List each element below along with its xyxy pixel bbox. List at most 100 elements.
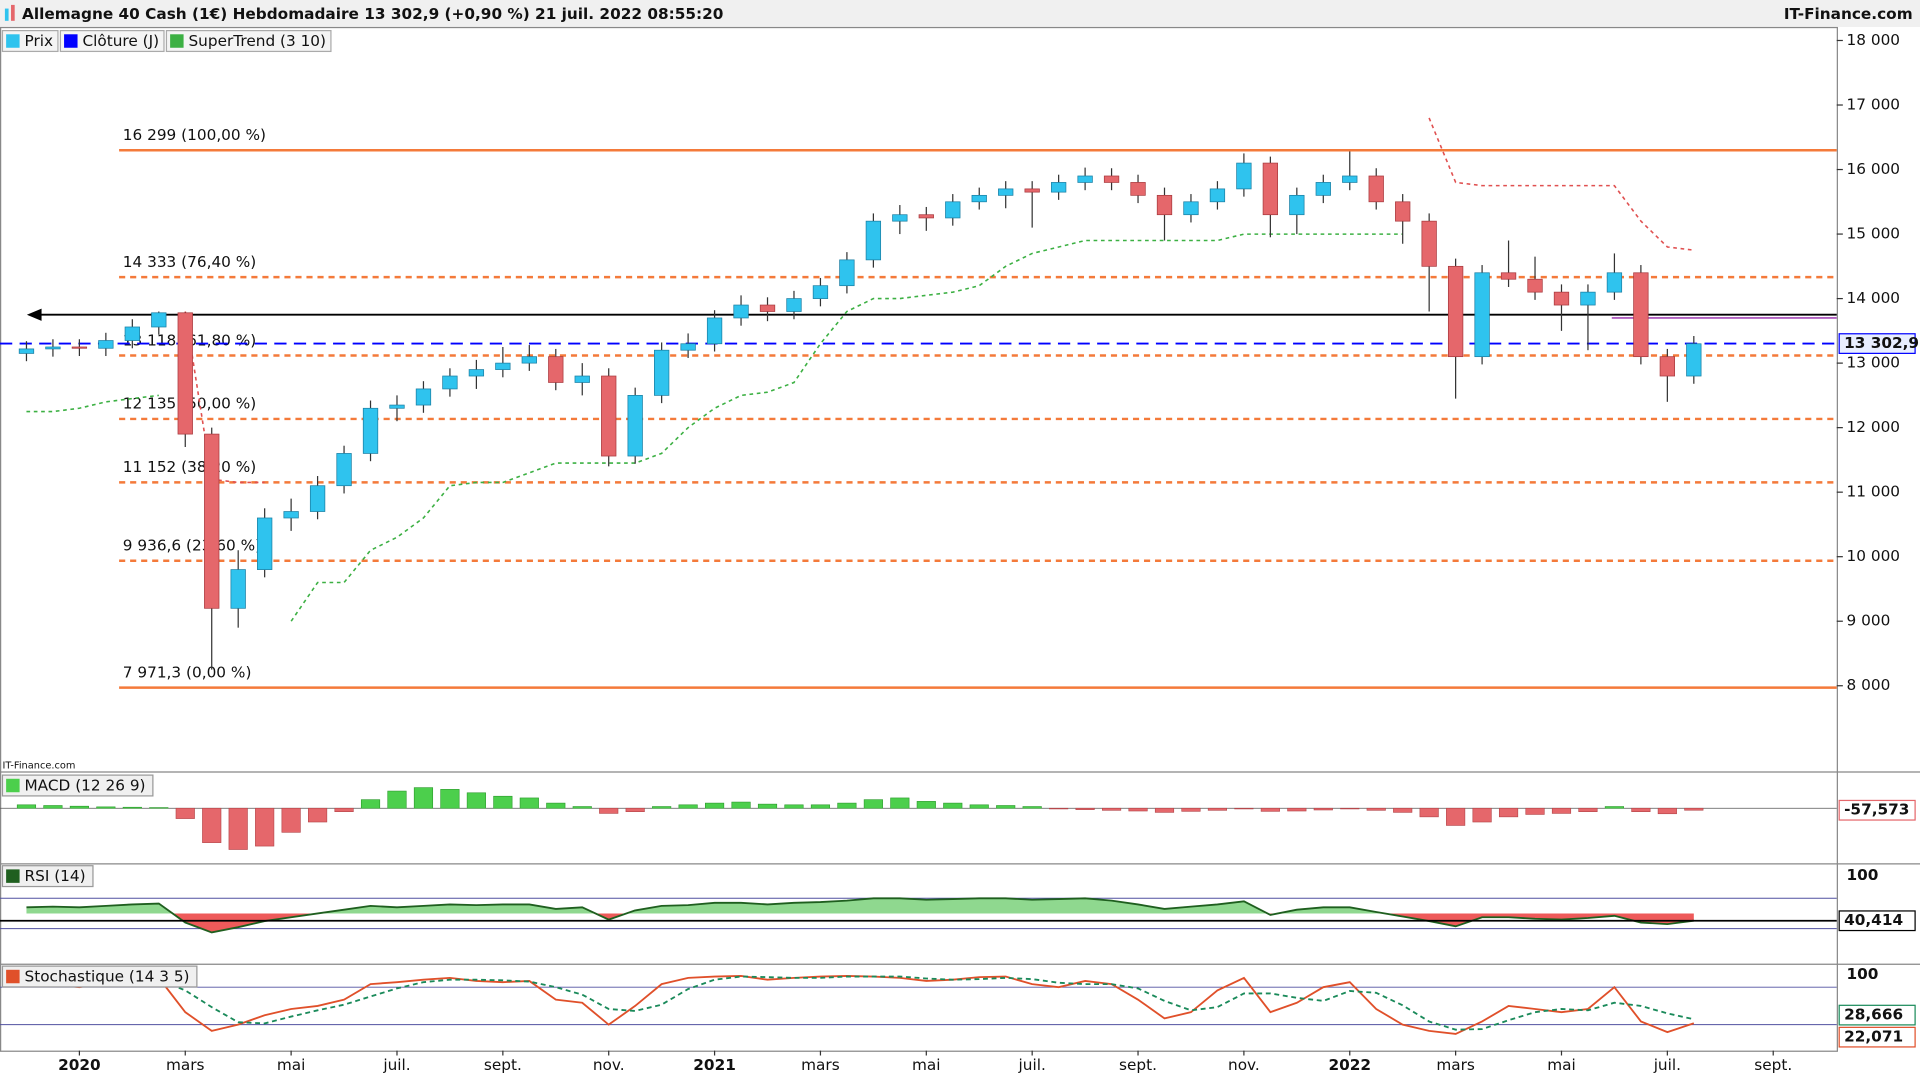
histogram-bar: [308, 807, 328, 823]
candle-body: [627, 395, 643, 457]
chart-title: Allemagne 40 Cash (1€) Hebdomadaire 13 3…: [22, 5, 723, 23]
x-tick-label: mars: [1436, 1056, 1475, 1074]
candle-body: [1580, 291, 1596, 306]
x-tick-label: sept.: [1754, 1056, 1792, 1074]
histogram-bar: [1446, 807, 1466, 826]
histogram-bar: [757, 803, 778, 809]
y-tick-label: 18 000: [1847, 31, 1901, 49]
histogram-bar: [1181, 807, 1201, 812]
indicator-line: [26, 975, 1695, 1031]
histogram-bar: [1657, 807, 1677, 815]
histogram-bar: [546, 802, 566, 809]
fib-label: 14 333 (76,40 %): [123, 253, 257, 271]
fib-label: 7 971,3 (0,00 %): [123, 663, 252, 681]
candle-body: [98, 340, 114, 349]
candle-body: [1553, 291, 1570, 306]
candle-body: [1024, 188, 1040, 193]
candle-body: [468, 369, 485, 377]
source: IT-Finance.com: [1784, 5, 1913, 23]
histogram-bar: [255, 807, 275, 847]
candle-body: [415, 388, 432, 406]
candle-body: [812, 285, 829, 299]
histogram-bar: [1684, 807, 1704, 811]
candle-body: [1686, 343, 1702, 377]
x-tick-label: nov.: [1228, 1056, 1260, 1074]
panel-title: MACD (12 26 9): [24, 777, 145, 795]
histogram-bar: [16, 804, 37, 809]
candle-body: [865, 220, 882, 261]
value-label: -57,573: [1844, 801, 1909, 819]
legend-box: [59, 30, 165, 53]
histogram-bar: [996, 805, 1016, 809]
candle-body: [839, 259, 855, 287]
value-label-box: [1838, 333, 1916, 354]
logo-icon: [4, 8, 9, 21]
candle-body: [1050, 182, 1067, 193]
legend-label: Clôture (J): [82, 32, 159, 50]
x-tick-label: juil.: [1018, 1056, 1046, 1074]
candle-body: [1395, 201, 1411, 222]
histogram-bar: [890, 797, 910, 809]
panel-title-box: [1, 865, 94, 888]
candle-body: [654, 349, 670, 396]
candle-body: [1606, 272, 1623, 293]
y-tick-label: 9 000: [1847, 612, 1891, 630]
histogram-bar: [1101, 807, 1122, 811]
candle-body: [283, 511, 299, 519]
value-label: 28,666: [1844, 1006, 1903, 1024]
candle-body: [918, 214, 934, 219]
candle-body: [204, 433, 220, 609]
histogram-bar: [1419, 807, 1439, 818]
legend-swatch: [170, 34, 184, 48]
y-tick-label: 17 000: [1847, 96, 1901, 114]
histogram-bar: [705, 802, 725, 809]
candle-body: [1156, 194, 1173, 216]
histogram-bar: [175, 807, 195, 819]
histogram-bar: [678, 804, 698, 809]
histogram-bar: [519, 797, 539, 809]
candle-body: [442, 375, 458, 390]
histogram-bar: [1472, 807, 1492, 823]
histogram-bar: [1393, 807, 1413, 813]
candle-body: [574, 375, 590, 383]
legend-swatch: [64, 34, 78, 48]
histogram-bar: [1551, 807, 1572, 814]
candle-body: [495, 362, 511, 370]
value-label: 40,414: [1844, 911, 1903, 929]
histogram-bar: [1340, 807, 1360, 810]
y-tick-label: 13 000: [1847, 354, 1901, 372]
histogram-bar: [625, 807, 645, 813]
candle-body: [362, 407, 379, 454]
candle-body: [998, 188, 1014, 196]
candle-body: [1342, 175, 1358, 183]
candle-body: [759, 304, 776, 312]
candle-body: [548, 356, 564, 383]
histogram-bar: [916, 801, 936, 809]
title-bar: [0, 0, 1920, 27]
legend-label: SuperTrend (3 10): [188, 32, 326, 50]
candle-body: [680, 343, 696, 351]
frame: [0, 26, 1838, 1052]
fib-label: 16 299 (100,00 %): [123, 126, 266, 144]
x-tick-label: 2020: [58, 1056, 101, 1074]
candle-body: [945, 201, 961, 219]
value-label-box: [1838, 1026, 1916, 1048]
histogram-bar: [1578, 807, 1598, 813]
candle-body: [786, 298, 802, 312]
candle-body: [1130, 182, 1146, 196]
histogram-bar: [731, 801, 751, 809]
histogram-bar: [1313, 807, 1333, 811]
value-label-box: [1838, 799, 1916, 821]
histogram-bar: [1049, 807, 1069, 810]
histogram-bar: [1234, 807, 1254, 810]
histogram-bar: [1154, 807, 1175, 813]
histogram-bar: [149, 807, 169, 809]
x-tick-label: 2022: [1328, 1056, 1371, 1074]
histogram-bar: [1128, 807, 1148, 812]
candle-body: [521, 356, 537, 364]
y-tick-label: 100: [1847, 965, 1879, 983]
histogram-bar: [1366, 807, 1386, 811]
candle-body: [706, 317, 723, 345]
y-tick-label: 16 000: [1847, 160, 1901, 178]
